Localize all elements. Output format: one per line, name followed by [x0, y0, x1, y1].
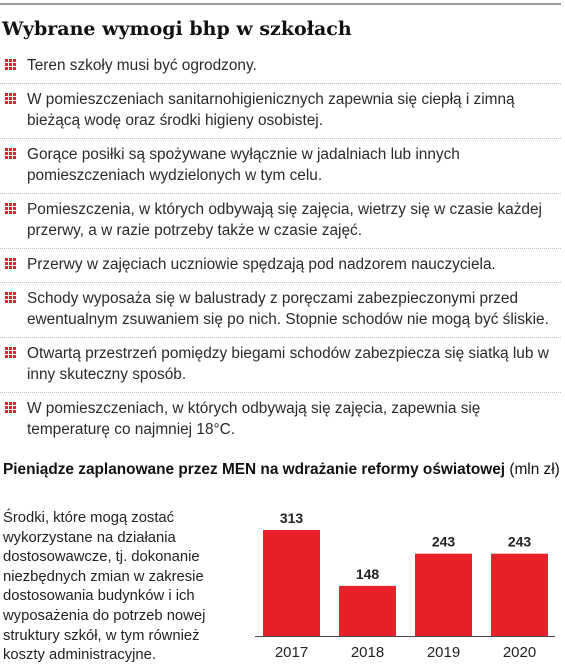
list-item-text: Teren szkoły musi być ogrodzony. — [27, 57, 257, 74]
list-item: Otwartą przestrzeń pomiędzy biegami scho… — [0, 337, 561, 392]
list-item-text: W pomieszczeniach, w których odbywają si… — [27, 400, 481, 438]
x-tick-label: 2019 — [427, 644, 460, 661]
list-item-text: Schody wyposaża się w balustrady z poręc… — [27, 290, 549, 328]
dot-grid-icon — [5, 347, 16, 358]
list-item-text: Pomieszczenia, w których odbywają się za… — [27, 201, 542, 239]
bar-2020 — [491, 553, 548, 636]
dot-grid-icon — [5, 59, 16, 70]
list-item: W pomieszczeniach sanitarnohigienicznych… — [0, 83, 561, 138]
bar-2019 — [415, 553, 472, 636]
list-item: Przerwy w zajęciach uczniowie spędzają p… — [0, 248, 561, 282]
data-label: 243 — [508, 534, 532, 550]
x-tick-label: 2020 — [503, 644, 536, 661]
list-item: Teren szkoły musi być ogrodzony. — [0, 52, 561, 83]
data-label: 313 — [280, 510, 304, 526]
dot-grid-icon — [5, 292, 16, 303]
bar-chart: 313 2017 148 2018 243 2019 243 2020 — [255, 510, 555, 661]
list-item: Schody wyposaża się w balustrady z poręc… — [0, 282, 561, 337]
data-label: 148 — [356, 566, 380, 582]
list-item-text: Gorące posiłki są spożywane wyłącznie w … — [27, 146, 460, 184]
x-tick-label: 2018 — [351, 644, 384, 661]
list-item-text: Przerwy w zajęciach uczniowie spędzają p… — [27, 256, 496, 273]
bar-2018 — [339, 585, 396, 636]
list-item-text: W pomieszczeniach sanitarnohigienicznych… — [27, 91, 515, 129]
dot-grid-icon — [5, 148, 16, 159]
dot-grid-icon — [5, 203, 16, 214]
dot-grid-icon — [5, 402, 16, 413]
chart-note: Środki, które mogą zostać wykorzystane n… — [3, 510, 206, 664]
list-item: Pomieszczenia, w których odbywają się za… — [0, 193, 561, 248]
dot-grid-icon — [5, 258, 16, 269]
chart-unit: (mln zł) — [509, 461, 560, 478]
chart-title: Pieniądze zaplanowane przez MEN na wdraż… — [3, 460, 560, 480]
data-label: 243 — [432, 534, 456, 550]
page-title: Wybrane wymogi bhp w szkołach — [2, 18, 352, 40]
list-item: Gorące posiłki są spożywane wyłącznie w … — [0, 138, 561, 193]
list-item-text: Otwartą przestrzeń pomiędzy biegami scho… — [27, 345, 549, 383]
bar-2017 — [263, 530, 320, 636]
list-item: W pomieszczeniach, w których odbywają si… — [0, 392, 561, 447]
chart-title-text: Pieniądze zaplanowane przez MEN na wdraż… — [3, 461, 506, 478]
top-rule — [0, 3, 561, 5]
x-tick-label: 2017 — [275, 644, 308, 661]
requirements-list: Teren szkoły musi być ogrodzony. W pomies… — [0, 52, 561, 447]
dot-grid-icon — [5, 93, 16, 104]
